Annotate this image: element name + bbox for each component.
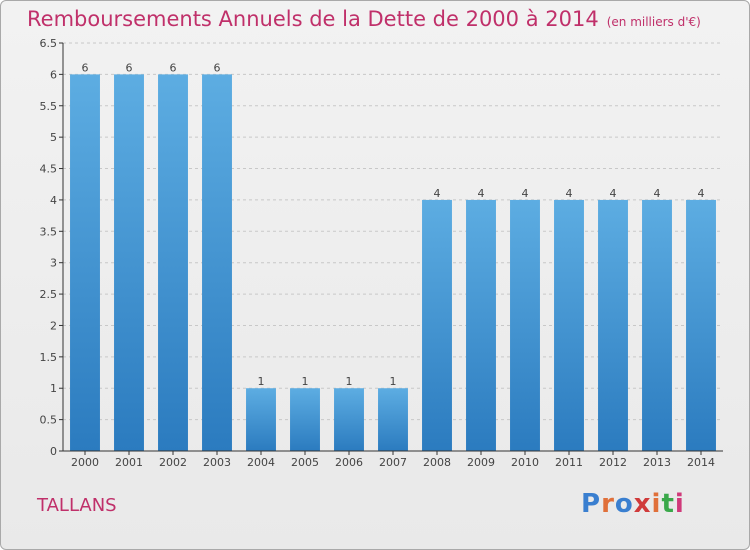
- bar: [202, 74, 232, 451]
- x-tick-label: 2005: [291, 456, 319, 469]
- bar: [466, 199, 496, 451]
- data-label: 4: [610, 187, 617, 200]
- label-layer: 0 0.5 1 1.5 2 2.5 3 3.5 4 4.5 5 5.5 6 6.5 6 2000 6 2001 6 2…: [40, 37, 716, 469]
- y-tick-label: 0: [50, 445, 57, 458]
- data-label: 4: [478, 187, 485, 200]
- y-tick-label: 4.5: [40, 163, 58, 176]
- logo-letter: o: [614, 489, 634, 519]
- data-label: 6: [170, 61, 177, 74]
- bar: [686, 199, 716, 451]
- x-tick-label: 2003: [203, 456, 231, 469]
- y-tick-label: 2.5: [40, 288, 58, 301]
- data-label: 6: [214, 61, 221, 74]
- bar: [510, 199, 540, 451]
- chart-title-text: Remboursements Annuels de la Dette de 20…: [27, 7, 599, 31]
- data-label: 1: [346, 375, 353, 388]
- x-tick-label: 2001: [115, 456, 143, 469]
- bar-layer: [70, 74, 716, 451]
- data-label: 4: [434, 187, 441, 200]
- bar: [158, 74, 188, 451]
- y-tick-label: 3.5: [40, 225, 58, 238]
- chart-title: Remboursements Annuels de la Dette de 20…: [27, 7, 701, 31]
- x-tick-label: 2010: [511, 456, 539, 469]
- bar: [378, 388, 408, 451]
- logo-letter: t: [661, 489, 675, 519]
- y-tick-label: 0.5: [40, 414, 58, 427]
- x-tick-label: 2014: [687, 456, 715, 469]
- proxiti-logo: Proxiti: [581, 489, 685, 519]
- x-tick-label: 2013: [643, 456, 671, 469]
- x-tick-label: 2011: [555, 456, 583, 469]
- x-tick-label: 2004: [247, 456, 275, 469]
- y-tick-label: 3: [50, 257, 57, 270]
- y-tick-label: 1: [50, 382, 57, 395]
- logo-letter: r: [601, 489, 615, 519]
- y-tick-label: 4: [50, 194, 57, 207]
- data-label: 4: [566, 187, 573, 200]
- data-label: 4: [698, 187, 705, 200]
- bar: [246, 388, 276, 451]
- bar: [334, 388, 364, 451]
- x-tick-label: 2000: [71, 456, 99, 469]
- data-label: 1: [302, 375, 309, 388]
- logo-letter: P: [581, 489, 602, 519]
- x-tick-label: 2008: [423, 456, 451, 469]
- commune-name: TALLANS: [37, 495, 117, 516]
- chart-unit: (en milliers d'€): [606, 15, 701, 29]
- y-tick-label: 5: [50, 131, 57, 144]
- x-tick-label: 2006: [335, 456, 363, 469]
- axis-layer: [59, 42, 723, 455]
- bar: [114, 74, 144, 451]
- data-label: 1: [258, 375, 265, 388]
- bar: [422, 199, 452, 451]
- logo-letter: i: [651, 489, 662, 519]
- bar: [70, 74, 100, 451]
- y-tick-label: 6: [50, 68, 57, 81]
- x-tick-label: 2002: [159, 456, 187, 469]
- data-label: 4: [522, 187, 529, 200]
- y-tick-label: 1.5: [40, 351, 58, 364]
- y-tick-label: 5.5: [40, 100, 58, 113]
- data-label: 4: [654, 187, 661, 200]
- x-tick-label: 2012: [599, 456, 627, 469]
- data-label: 6: [82, 61, 89, 74]
- bar: [598, 199, 628, 451]
- x-tick-label: 2009: [467, 456, 495, 469]
- bar: [642, 199, 672, 451]
- x-tick-label: 2007: [379, 456, 407, 469]
- data-label: 1: [390, 375, 397, 388]
- y-tick-label: 2: [50, 319, 57, 332]
- bar: [554, 199, 584, 451]
- y-tick-label: 6.5: [40, 37, 58, 50]
- data-label: 6: [126, 61, 133, 74]
- logo-letter: i: [674, 489, 685, 519]
- bar: [290, 388, 320, 451]
- logo-letter: x: [633, 489, 652, 519]
